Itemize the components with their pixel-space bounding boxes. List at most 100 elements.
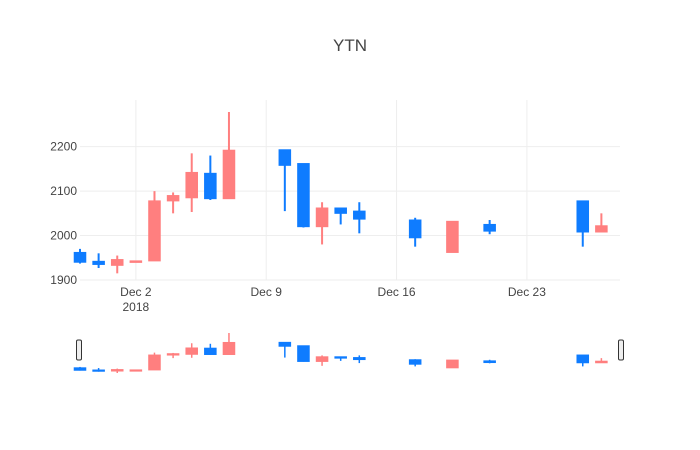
- slider-candle: [446, 359, 459, 369]
- candle[interactable]: [129, 260, 143, 263]
- range-slider-candles: [73, 333, 608, 373]
- candle-body: [408, 219, 422, 239]
- candle[interactable]: [408, 217, 422, 247]
- slider-candle-body: [315, 356, 329, 362]
- candle[interactable]: [297, 163, 310, 228]
- candle-body: [92, 260, 105, 265]
- slider-candle-body: [92, 369, 105, 372]
- slider-candle: [185, 343, 198, 358]
- slider-candle-body: [166, 353, 180, 356]
- y-tick-label: 2100: [50, 184, 77, 198]
- slider-candle: [408, 359, 422, 367]
- slider-candle-body: [595, 360, 608, 364]
- slider-candle: [148, 352, 161, 371]
- slider-candle: [297, 345, 310, 362]
- slider-candle-body: [576, 354, 590, 364]
- y-tick-label: 2200: [50, 140, 77, 154]
- range-slider[interactable]: [73, 333, 624, 373]
- x-tick-label: Dec 9: [251, 285, 283, 299]
- candle[interactable]: [315, 202, 329, 245]
- slider-candle-body: [222, 341, 236, 355]
- slider-candle: [334, 356, 347, 361]
- candle[interactable]: [483, 220, 496, 235]
- candle-body: [166, 195, 180, 202]
- candle-body: [148, 200, 161, 262]
- candle[interactable]: [148, 191, 161, 262]
- candle-body: [483, 223, 496, 232]
- slider-candle-body: [408, 359, 422, 365]
- candle[interactable]: [576, 200, 590, 247]
- slider-candle: [129, 369, 143, 372]
- candle-body: [334, 207, 347, 214]
- candle-body: [297, 163, 310, 228]
- slider-candle: [166, 352, 180, 359]
- slider-candle: [222, 333, 236, 355]
- candle-body: [222, 149, 236, 200]
- candle[interactable]: [446, 220, 459, 253]
- main-candles[interactable]: [73, 112, 608, 274]
- candle[interactable]: [353, 202, 366, 234]
- y-tick-label: 2000: [50, 229, 77, 243]
- candle-body: [278, 149, 292, 166]
- slider-candle-body: [278, 341, 292, 347]
- candle[interactable]: [110, 255, 124, 274]
- candle-body: [204, 172, 217, 200]
- x-tick-label: Dec 23: [508, 285, 546, 299]
- slider-candle: [353, 355, 366, 364]
- range-slider-right-handle[interactable]: [618, 339, 624, 361]
- slider-grip[interactable]: [618, 339, 624, 361]
- slider-candle-body: [483, 360, 496, 364]
- candle[interactable]: [185, 153, 198, 212]
- slider-candle-body: [446, 359, 459, 369]
- x-tick-label: Dec 16: [378, 285, 416, 299]
- range-slider-left-handle[interactable]: [76, 339, 82, 361]
- candle-body: [129, 260, 143, 263]
- candle-body: [110, 259, 124, 266]
- candle-body: [73, 251, 87, 263]
- slider-candle-body: [148, 354, 161, 371]
- slider-candle-body: [185, 347, 198, 355]
- slider-candle-body: [297, 345, 310, 362]
- slider-candle: [92, 368, 105, 372]
- chart-title: YTN: [333, 36, 367, 55]
- main-gridlines: [80, 100, 620, 281]
- slider-candle: [73, 366, 87, 371]
- range-slider-background: [80, 333, 620, 373]
- slider-candle-body: [129, 369, 143, 372]
- candle-body: [353, 210, 366, 220]
- candle-body: [185, 171, 198, 199]
- slider-candle: [278, 341, 292, 358]
- slider-candle-body: [334, 356, 347, 359]
- candle[interactable]: [73, 248, 87, 264]
- candle[interactable]: [166, 192, 180, 214]
- slider-grip[interactable]: [76, 339, 82, 361]
- slider-candle-body: [204, 347, 217, 355]
- y-axis-tick-labels: 1900 2000 2100 2200: [50, 140, 77, 287]
- candle[interactable]: [92, 253, 105, 268]
- slider-candle: [576, 354, 590, 367]
- candle-body: [595, 225, 608, 233]
- candle[interactable]: [204, 155, 217, 200]
- candle[interactable]: [595, 213, 608, 233]
- candle-body: [315, 207, 329, 228]
- candle[interactable]: [222, 112, 236, 200]
- slider-candle-body: [353, 357, 366, 361]
- slider-candle: [483, 359, 496, 364]
- slider-candle: [315, 355, 329, 366]
- slider-candle: [204, 343, 217, 355]
- x-tick-sublabel: 2018: [123, 300, 150, 314]
- candle[interactable]: [334, 207, 347, 225]
- slider-candle-body: [110, 369, 124, 372]
- candle-body: [576, 200, 590, 233]
- slider-candle: [595, 358, 608, 364]
- candle-body: [446, 220, 459, 253]
- y-tick-label: 1900: [50, 273, 77, 287]
- candle[interactable]: [278, 149, 292, 212]
- x-tick-label: Dec 2: [120, 285, 152, 299]
- slider-candle: [110, 368, 124, 373]
- slider-candle-body: [73, 367, 87, 371]
